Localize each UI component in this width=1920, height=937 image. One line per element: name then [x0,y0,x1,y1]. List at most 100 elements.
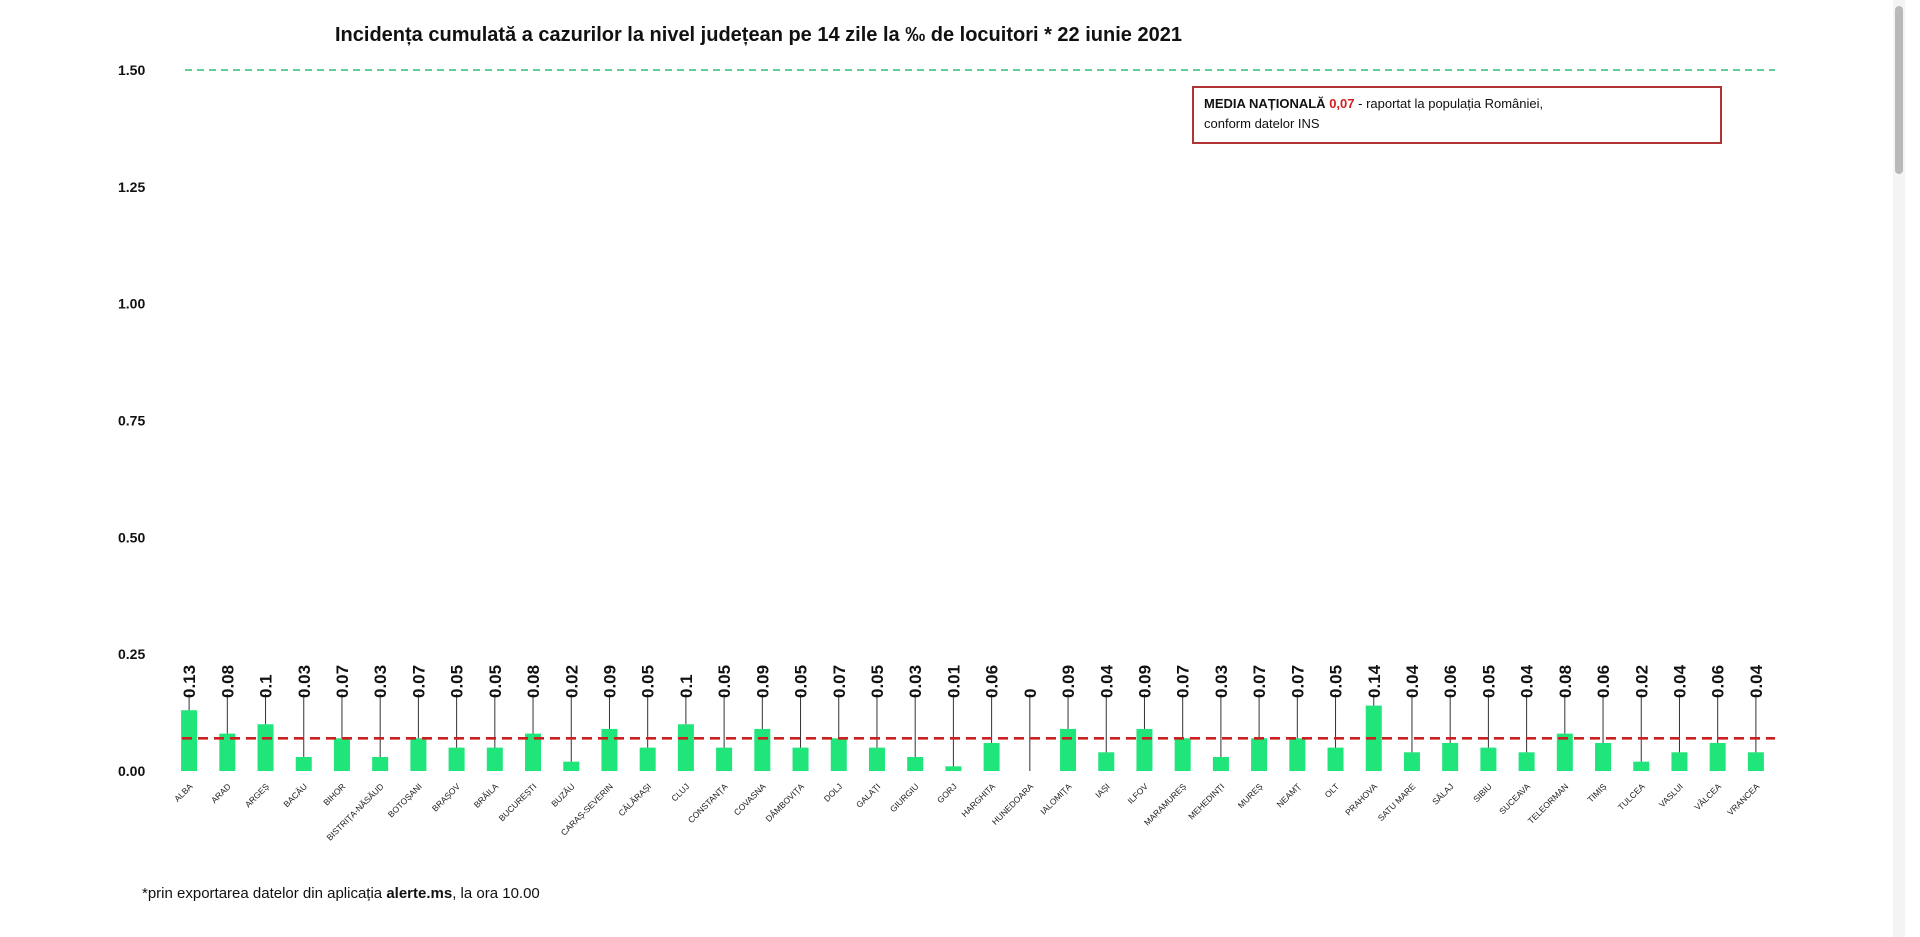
category-label: VÂLCEA [1692,781,1723,812]
value-label: 0.05 [639,665,658,698]
value-label: 0.06 [983,665,1002,698]
bar [1174,738,1191,771]
value-label: 0.04 [1097,664,1116,698]
category-label: CLUJ [669,781,691,803]
bar [295,756,312,771]
y-tick-label: 1.50 [118,62,145,78]
category-label: DÂMBOVIȚA [763,781,806,824]
scrollbar-thumb[interactable] [1895,6,1903,174]
category-label: OLT [1323,781,1341,799]
value-label: 0.06 [1709,665,1728,698]
value-label: 0.06 [1594,665,1613,698]
value-label: 0.09 [1135,665,1154,698]
bar [601,728,618,771]
bar [1709,742,1726,771]
bar [181,710,198,771]
y-tick-label: 1.25 [118,179,145,195]
value-label: 0.02 [1632,665,1651,698]
national-average-line-1: MEDIA NAȚIONALĂ 0,07 - raportat la popul… [1204,94,1710,114]
category-label: BRAȘOV [430,781,462,813]
category-label: GALAȚI [854,781,882,809]
category-label: BIHOR [321,781,347,807]
footnote: *prin exportarea datelor din aplicația a… [142,885,540,902]
category-label: PRAHOVA [1343,781,1379,817]
bar [983,742,1000,771]
value-label: 0.05 [715,665,734,698]
category-label: SUCEAVA [1497,781,1532,816]
category-label: ARAD [209,781,233,805]
category-label: ALBA [172,781,195,804]
bar [716,747,733,771]
value-label: 0.01 [944,665,963,698]
value-label: 0.03 [1212,665,1231,698]
value-label: 0.07 [1288,665,1307,698]
category-label: CĂLĂRAȘI [616,781,653,818]
value-label: 0.08 [218,665,237,698]
bar [525,733,542,771]
value-label: 0.03 [295,665,314,698]
category-label: GORJ [935,781,959,805]
value-label: 0.1 [677,674,696,698]
value-label: 0.14 [1365,664,1384,698]
bar [1518,752,1535,771]
bar [1556,733,1573,771]
label-leader-lines [188,694,1757,771]
bar [1251,738,1268,771]
value-label: 0.05 [1327,665,1346,698]
category-label: BRĂILA [472,781,501,810]
category-label: IALOMIȚA [1038,781,1073,816]
bar [792,747,809,771]
category-label: TULCEA [1616,781,1647,812]
y-axis-ticks: 0.00 0.25 0.50 0.75 1.00 1.25 1.50 [118,62,145,779]
bar [333,738,350,771]
value-label: 0.03 [906,665,925,698]
category-label: SĂLAJ [1430,781,1455,806]
value-label: 0 [1021,689,1040,698]
category-label: COVASNA [732,781,768,817]
bar [677,724,694,771]
category-label: DOLJ [822,781,844,803]
value-label: 0.09 [600,665,619,698]
value-label: 0.04 [1670,664,1689,698]
bar [410,738,427,771]
scrollbar-track[interactable] [1893,0,1905,937]
value-label: 0.04 [1518,664,1537,698]
category-label: BUZĂU [549,781,576,808]
bar [1633,761,1650,771]
footnote-app-name: alerte.ms [386,885,453,902]
footnote-prefix: *prin exportarea datelor din aplicația [142,885,387,902]
value-label: 0.05 [486,665,505,698]
category-label: TELEORMAN [1526,781,1570,825]
national-average-label: MEDIA NAȚIONALĂ [1204,96,1326,111]
chart-title: Incidența cumulată a cazurilor la nivel … [335,24,1182,46]
national-average-line-2: conform datelor INS [1204,116,1320,131]
bar [945,766,962,771]
category-label: TIMIȘ [1585,781,1608,804]
category-label: MEHEDINȚI [1186,781,1226,821]
value-label: 0.07 [333,665,352,698]
category-label: CONSTANȚA [686,781,730,825]
category-label: GIURGIU [888,781,921,814]
bar [257,724,274,771]
value-label: 0.07 [1250,665,1269,698]
value-label: 0.09 [1059,665,1078,698]
value-label: 0.03 [371,665,390,698]
bar [563,761,580,771]
bar [1442,742,1459,771]
bar [1327,747,1344,771]
value-labels: 0.13 0.08 0.1 0.03 0.07 0.03 0.07 0.05 0.05 0.08 0… [180,664,1766,698]
value-label: 0.08 [524,665,543,698]
bar [1289,738,1306,771]
bar [448,747,465,771]
value-label: 0.05 [1479,665,1498,698]
value-label: 0.04 [1747,664,1766,698]
y-tick-label: 0.00 [118,763,145,779]
bar [1136,728,1153,771]
y-tick-label: 1.00 [118,296,145,312]
bar [1671,752,1688,771]
bar [1403,752,1420,771]
bar [830,738,847,771]
value-label: 0.05 [792,665,811,698]
category-label: NEAMȚ [1275,781,1303,809]
